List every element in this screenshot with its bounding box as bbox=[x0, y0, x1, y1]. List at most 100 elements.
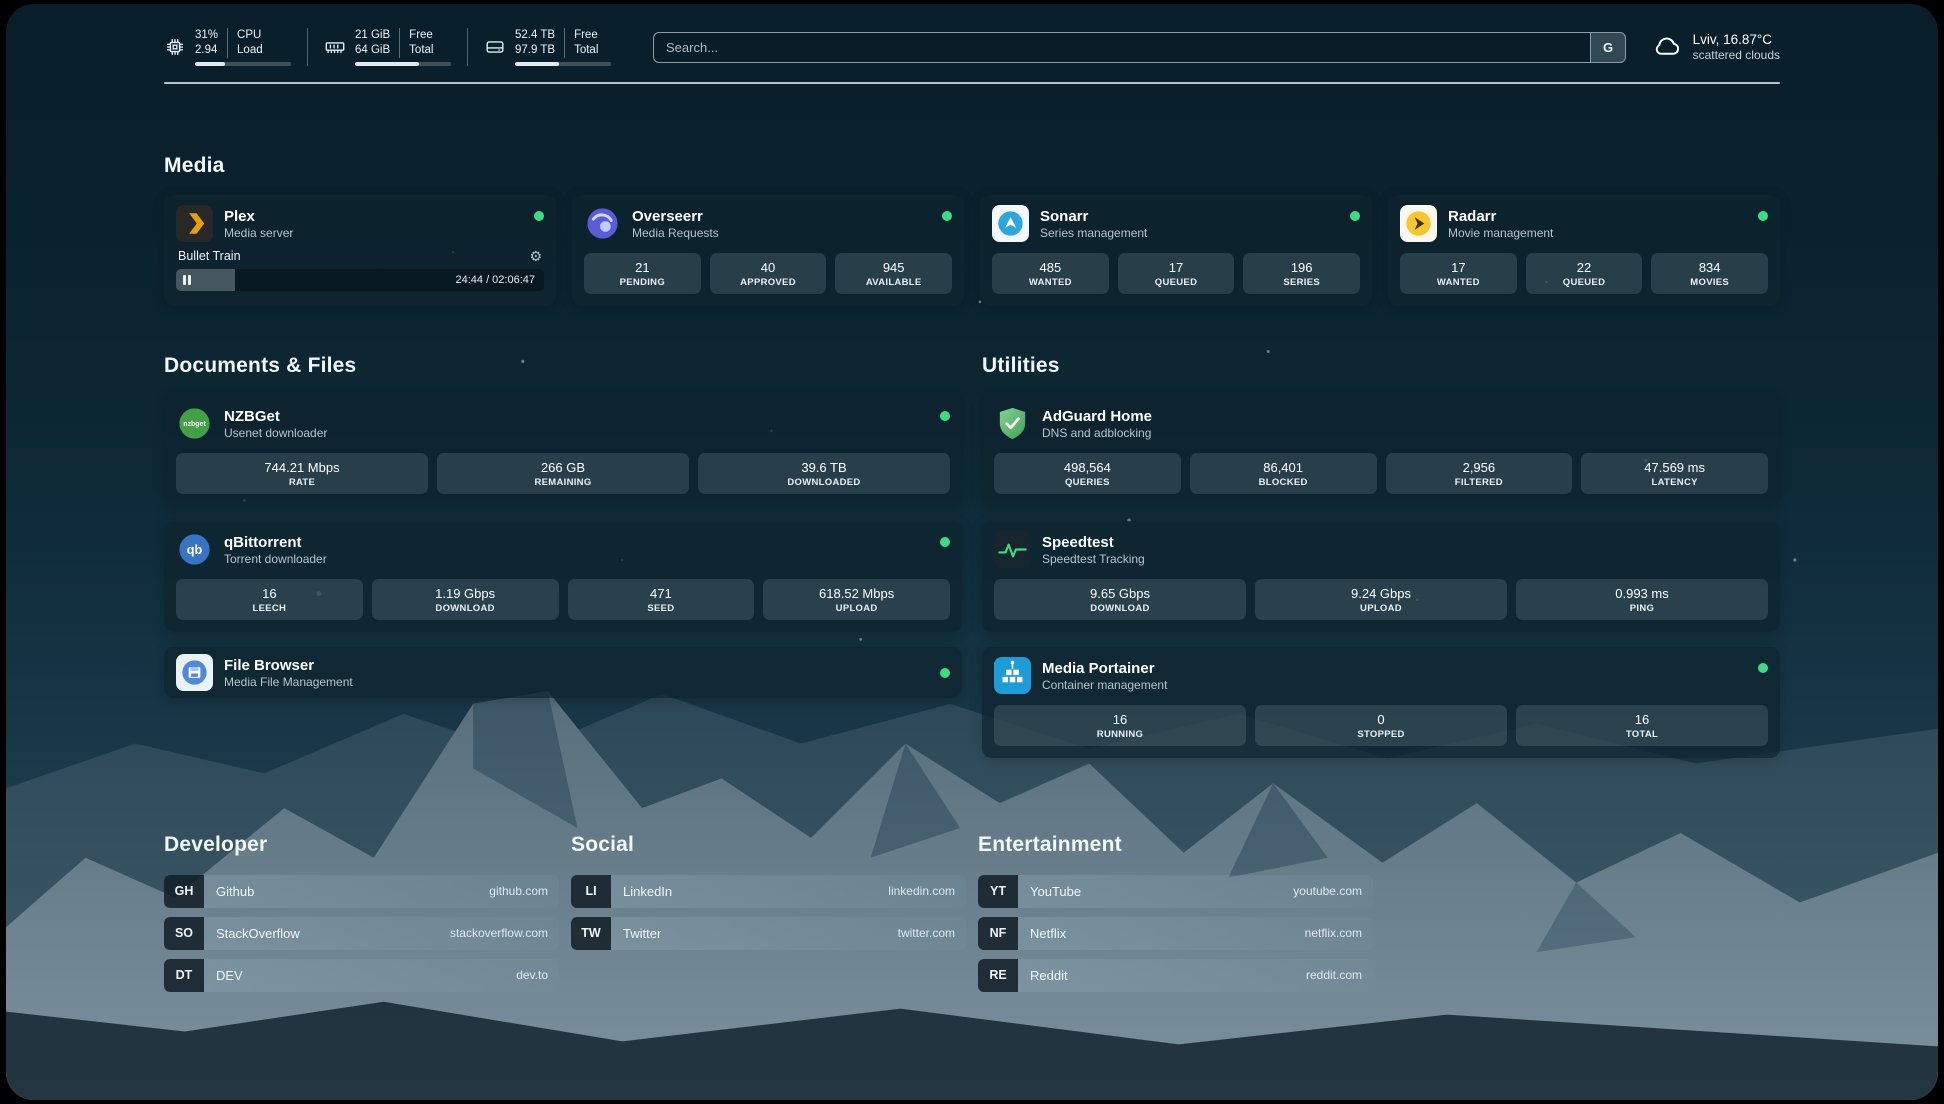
stat-latency: 47.569 ms LATENCY bbox=[1581, 453, 1768, 495]
cpu-progress-bar bbox=[195, 62, 291, 67]
pause-icon[interactable] bbox=[183, 275, 191, 286]
memory-free-label: Free bbox=[409, 29, 433, 41]
stat-queries: 498,564 QUERIES bbox=[994, 453, 1181, 495]
linkedin-url: linkedin.com bbox=[888, 884, 955, 899]
bookmarks-developer: Developer GH Github github.com SO StackO… bbox=[164, 816, 559, 992]
bookmark-github[interactable]: GH Github github.com bbox=[164, 874, 559, 908]
stackoverflow-name: StackOverflow bbox=[216, 925, 300, 941]
radarr-title: Radarr bbox=[1448, 207, 1497, 225]
disk-free-value: 52.4 TB bbox=[515, 29, 556, 41]
cpu-label: CPU bbox=[237, 29, 262, 41]
adguard-subtitle: DNS and adblocking bbox=[1042, 425, 1152, 440]
gear-icon[interactable]: ⚙ bbox=[529, 248, 542, 265]
portainer-icon bbox=[994, 657, 1031, 695]
section-columns: Documents & Files nzbget NZBGet Usenet d… bbox=[164, 336, 1780, 759]
radarr-status-dot bbox=[1758, 211, 1768, 222]
entertainment-heading: Entertainment bbox=[978, 833, 1122, 857]
plex-card[interactable]: Plex Media server Bullet Train ⚙ bbox=[164, 195, 556, 307]
adguard-card[interactable]: AdGuard Home DNS and adblocking 498,564 Q… bbox=[982, 395, 1780, 507]
radarr-card[interactable]: Radarr Movie management 17 WANTED 22 QUEUE… bbox=[1388, 195, 1780, 307]
overseerr-status-dot bbox=[942, 211, 952, 222]
sonarr-icon bbox=[992, 205, 1029, 243]
documents-heading: Documents & Files bbox=[164, 353, 357, 377]
disk-free-label: Free bbox=[574, 29, 598, 41]
nzbget-card[interactable]: nzbget NZBGet Usenet downloader 744.21 M… bbox=[164, 395, 962, 507]
nzbget-icon: nzbget bbox=[176, 405, 213, 442]
reddit-name: Reddit bbox=[1030, 967, 1068, 983]
bookmark-linkedin[interactable]: LI LinkedIn linkedin.com bbox=[571, 874, 966, 908]
stat-pending: 21 PENDING bbox=[584, 253, 701, 295]
portainer-card[interactable]: Media Portainer Container management 16 R… bbox=[982, 647, 1780, 759]
cpu-load-label: Load bbox=[237, 44, 263, 57]
bookmark-netflix[interactable]: NF Netflix netflix.com bbox=[978, 916, 1373, 950]
stat-filtered: 2,956 FILTERED bbox=[1385, 453, 1573, 495]
portainer-title: Media Portainer bbox=[1042, 659, 1155, 677]
filebrowser-icon bbox=[176, 654, 213, 692]
overseerr-card[interactable]: Overseerr Media Requests 21 PENDING 40 APP… bbox=[572, 195, 964, 307]
qbittorrent-icon: qb bbox=[176, 531, 213, 568]
qbittorrent-card[interactable]: qb qBittorrent Torrent downloader 16 LEEC… bbox=[164, 521, 962, 633]
stat-upload: 9.24 Gbps UPLOAD bbox=[1255, 579, 1507, 621]
github-name: Github bbox=[216, 883, 255, 899]
filebrowser-subtitle: Media File Management bbox=[224, 674, 353, 689]
bookmark-stackoverflow[interactable]: SO StackOverflow stackoverflow.com bbox=[164, 916, 559, 950]
header-divider bbox=[164, 82, 1780, 85]
portainer-subtitle: Container management bbox=[1042, 677, 1168, 692]
bookmark-youtube[interactable]: YT YouTube youtube.com bbox=[978, 874, 1373, 908]
bookmarks-entertainment: Entertainment YT YouTube youtube.com NF … bbox=[978, 816, 1373, 992]
youtube-url: youtube.com bbox=[1293, 884, 1362, 899]
plex-status-dot bbox=[534, 211, 544, 222]
section-documents: Documents & Files nzbget NZBGet Usenet d… bbox=[164, 336, 962, 699]
section-bookmarks: Developer GH Github github.com SO StackO… bbox=[164, 816, 1780, 992]
stat-total: 16 TOTAL bbox=[1516, 705, 1768, 747]
disk-total-label: Total bbox=[574, 44, 599, 57]
sonarr-card[interactable]: Sonarr Series management 485 WANTED 17 QUE… bbox=[980, 195, 1372, 307]
plex-subtitle: Media server bbox=[224, 225, 294, 240]
speedtest-card[interactable]: Speedtest Speedtest Tracking 9.65 Gbps DO… bbox=[982, 521, 1780, 633]
bookmark-reddit[interactable]: RE Reddit reddit.com bbox=[978, 958, 1373, 992]
weather-location: Lviv, 16.87°C bbox=[1692, 31, 1773, 47]
github-url: github.com bbox=[489, 884, 548, 899]
twitter-abbr: TW bbox=[571, 916, 611, 950]
netflix-abbr: NF bbox=[978, 916, 1018, 950]
nzbget-subtitle: Usenet downloader bbox=[224, 425, 328, 440]
playback-progress-bar[interactable]: 24:44 / 02:06:47 bbox=[176, 269, 544, 292]
playback-time: 24:44 / 02:06:47 bbox=[455, 274, 535, 287]
stat-wanted: 485 WANTED bbox=[992, 253, 1109, 295]
stat-remaining: 266 GB REMAINING bbox=[437, 453, 689, 495]
stat-ping: 0.993 ms PING bbox=[1516, 579, 1768, 621]
radarr-icon bbox=[1400, 205, 1437, 243]
sonarr-subtitle: Series management bbox=[1040, 225, 1148, 240]
now-playing-title: Bullet Train bbox=[178, 249, 241, 264]
cpu-monitor: 31% 2.94 CPU Load bbox=[164, 28, 307, 67]
dashboard-window: 31% 2.94 CPU Load bbox=[6, 4, 1938, 1100]
stat-running: 16 RUNNING bbox=[994, 705, 1246, 747]
stat-blocked: 86,401 BLOCKED bbox=[1189, 453, 1377, 495]
disk-total-value: 97.9 TB bbox=[515, 44, 556, 57]
linkedin-name: LinkedIn bbox=[623, 883, 673, 899]
search-input[interactable] bbox=[653, 31, 1626, 63]
stackoverflow-abbr: SO bbox=[164, 916, 204, 950]
memory-monitor: 21 GiB 64 GiB Free Total bbox=[307, 28, 467, 67]
social-heading: Social bbox=[571, 833, 635, 857]
reddit-abbr: RE bbox=[978, 958, 1018, 992]
qbittorrent-subtitle: Torrent downloader bbox=[224, 551, 327, 566]
top-bar: 31% 2.94 CPU Load bbox=[164, 28, 1780, 67]
stackoverflow-url: stackoverflow.com bbox=[449, 926, 548, 941]
stat-available: 945 AVAILABLE bbox=[835, 253, 953, 295]
memory-total-value: 64 GiB bbox=[355, 44, 391, 57]
search-provider-button[interactable]: G bbox=[1589, 31, 1626, 63]
cloud-icon bbox=[1652, 32, 1682, 63]
stat-wanted: 17 WANTED bbox=[1400, 253, 1517, 295]
developer-heading: Developer bbox=[164, 833, 268, 857]
twitter-name: Twitter bbox=[623, 925, 662, 941]
bookmark-dev[interactable]: DT DEV dev.to bbox=[164, 958, 559, 992]
filebrowser-card[interactable]: File Browser Media File Management bbox=[164, 647, 962, 699]
reddit-url: reddit.com bbox=[1305, 968, 1362, 983]
stat-download: 9.65 Gbps DOWNLOAD bbox=[994, 579, 1246, 621]
overseerr-subtitle: Media Requests bbox=[632, 225, 719, 240]
portainer-status-dot bbox=[1758, 663, 1768, 674]
bookmark-twitter[interactable]: TW Twitter twitter.com bbox=[571, 916, 966, 950]
dev-abbr: DT bbox=[164, 958, 204, 992]
filebrowser-status-dot bbox=[940, 667, 950, 678]
